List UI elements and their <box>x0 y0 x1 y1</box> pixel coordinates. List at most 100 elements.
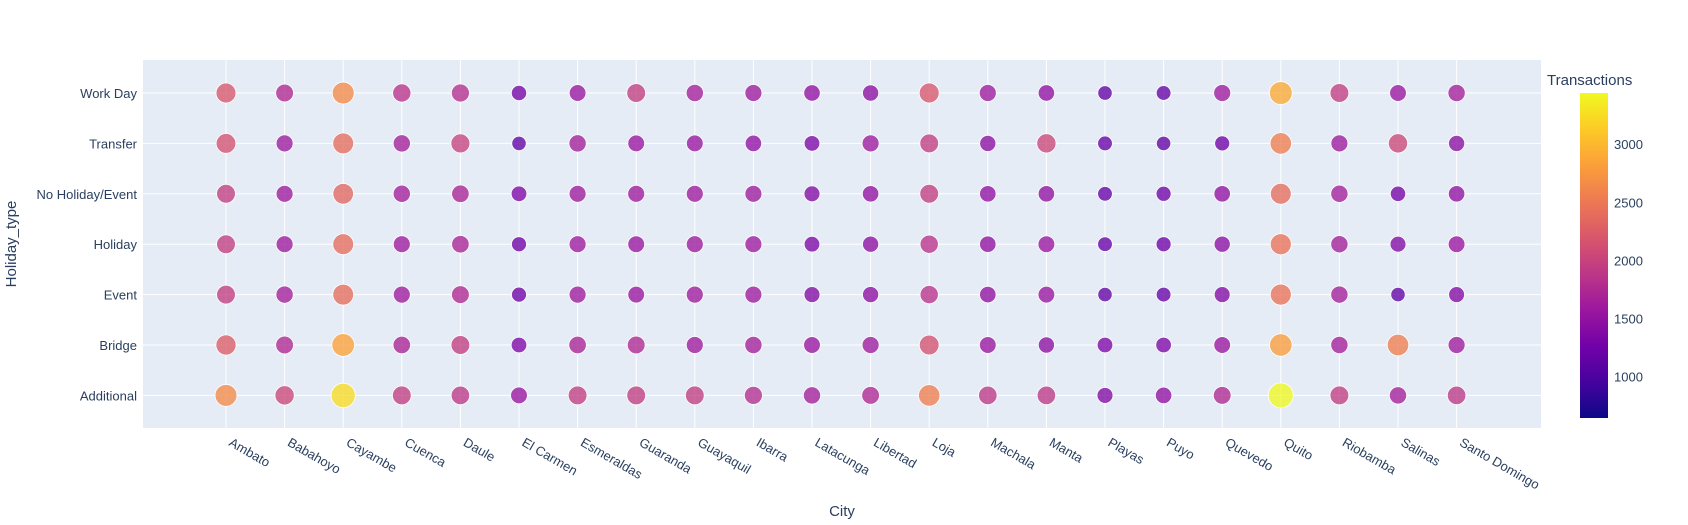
x-tick-label: Guayaquil <box>695 435 753 477</box>
bubble-point <box>216 184 236 204</box>
y-tick-label: Work Day <box>80 86 137 101</box>
bubble-point <box>1096 336 1114 354</box>
bubble-point <box>979 336 997 354</box>
bubble-point <box>979 134 997 152</box>
bubble-point <box>1097 286 1113 303</box>
bubble-point <box>1330 335 1349 355</box>
bubble-point <box>861 386 880 405</box>
bubble-point <box>392 83 412 103</box>
x-tick-label: Quevedo <box>1223 435 1276 474</box>
bubble-point <box>330 382 356 408</box>
bubble-point <box>450 133 471 154</box>
bubble-point <box>862 286 880 304</box>
bubble-point <box>332 233 355 256</box>
bubble-point <box>1446 385 1467 406</box>
bubble-point <box>510 84 528 102</box>
bubble-point <box>1213 286 1231 303</box>
bubble-point <box>803 336 821 354</box>
y-tick-label: Holiday <box>94 237 138 252</box>
bubble-point <box>1329 385 1350 406</box>
bubble-point <box>1155 286 1172 303</box>
bubble-point <box>1267 382 1294 409</box>
bubble-point <box>861 134 880 153</box>
bubble-point <box>392 134 411 153</box>
bubble-point <box>919 285 939 305</box>
x-tick-label: Riobamba <box>1340 435 1399 478</box>
x-tick-label: Guaranda <box>637 435 695 477</box>
bubble-point <box>1213 235 1231 253</box>
colorbar-tick-label: 2500 <box>1614 195 1643 210</box>
bubble-point <box>919 184 939 204</box>
y-axis-title: Holiday_type <box>3 201 20 288</box>
bubble-point <box>451 285 470 304</box>
bubble-point <box>1155 85 1172 101</box>
bubble-point <box>392 184 411 203</box>
bubble-point <box>1097 85 1113 101</box>
colorbar-ticks: 1000 1500 2000 2500 3000 <box>1614 137 1643 384</box>
y-tick-label: Transfer <box>89 136 138 151</box>
y-tick-label: Bridge <box>99 338 137 353</box>
bubble-point <box>1386 333 1410 357</box>
bubble-point <box>626 385 646 406</box>
bubble-point <box>803 185 821 203</box>
bubble-point <box>331 333 355 357</box>
bubble-point <box>511 135 527 152</box>
x-tick-label: El Carmen <box>520 435 581 479</box>
bubble-point <box>744 134 763 153</box>
bubble-point <box>275 184 294 203</box>
bubble-point <box>567 385 588 406</box>
bubble-point <box>861 336 880 354</box>
bubble-point <box>1212 386 1232 405</box>
colorbar-tick-label: 3000 <box>1614 137 1643 152</box>
bubble-point <box>215 82 237 104</box>
bubble-point <box>1037 336 1055 354</box>
bubble-point <box>332 283 355 306</box>
bubble-point <box>1036 385 1057 406</box>
x-tick-label: Babahoyo <box>285 435 343 477</box>
bubble-point <box>451 184 470 203</box>
x-tick-label: Loja <box>930 435 959 461</box>
colorbar-title: Transactions <box>1547 72 1632 89</box>
bubble-point <box>1268 81 1293 105</box>
bubble-point <box>215 334 237 356</box>
x-tick-label: Manta <box>1047 435 1086 466</box>
bubble-point <box>803 286 821 303</box>
bubble-point <box>1213 84 1232 102</box>
bubble-point <box>1213 185 1231 203</box>
bubble-point <box>1096 387 1114 404</box>
bubble-point <box>215 133 237 154</box>
bubble-point <box>1269 182 1292 205</box>
bubble-point <box>1389 235 1407 253</box>
bubble-point <box>568 235 587 254</box>
bubble-point <box>511 286 527 303</box>
bubble-point <box>510 185 528 203</box>
x-tick-label: Salinas <box>1399 435 1444 470</box>
bubble-point <box>1387 133 1409 154</box>
bubble-point <box>627 184 646 203</box>
bubble-point <box>1389 185 1407 202</box>
bubble-point <box>214 384 238 407</box>
bubble-point <box>511 236 527 253</box>
bubble-point <box>331 81 355 105</box>
bubble-point <box>743 385 763 405</box>
bubble-point <box>1155 185 1172 202</box>
bubble-point <box>568 134 587 153</box>
bubble-point <box>919 234 939 254</box>
bubble-point <box>1037 185 1056 203</box>
bubble-point <box>451 235 470 254</box>
bubble-point <box>332 132 355 155</box>
bubble-point <box>744 84 763 102</box>
bubble-point <box>744 184 763 203</box>
y-tick-label: No Holiday/Event <box>37 187 138 202</box>
bubble-point <box>862 84 880 102</box>
bubble-point <box>627 285 645 304</box>
bubble-point <box>685 336 704 354</box>
bubble-point <box>1037 285 1056 304</box>
bubble-point <box>1155 135 1172 152</box>
bubble-point <box>275 134 294 153</box>
bubble-point <box>1269 333 1293 357</box>
bubble-point <box>919 133 939 154</box>
bubble-point <box>216 284 236 305</box>
bubble-point <box>1448 134 1466 152</box>
bubble-point <box>1330 285 1349 304</box>
